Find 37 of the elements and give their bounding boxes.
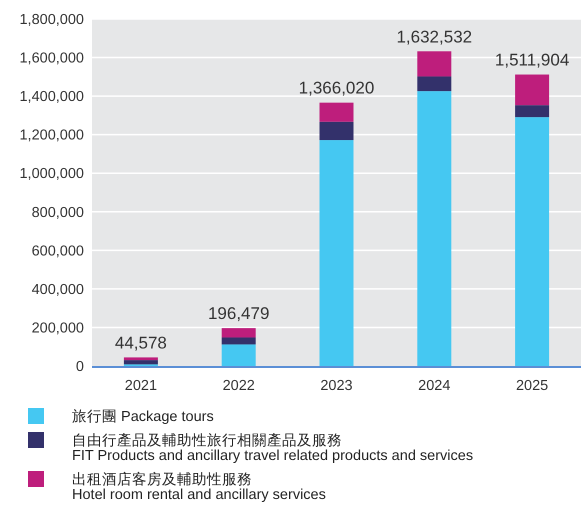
bar [222, 344, 256, 366]
y-tick-label: 200,000 [32, 320, 84, 336]
bar [515, 105, 550, 118]
bar [417, 51, 452, 76]
bar [222, 328, 256, 338]
legend-label: 自由行產品及輔助性旅行相關產品及服務 FIT Products and ancillary travel related products and services [72, 432, 474, 464]
bar [417, 76, 452, 92]
y-tick-label: 0 [76, 359, 84, 375]
y-tick-label: 400,000 [32, 282, 84, 298]
y-tick-label: 600,000 [32, 243, 84, 260]
bar [320, 122, 354, 140]
y-tick-label: 1,800,000 [19, 12, 84, 28]
y-tick-label: 1,400,000 [19, 89, 84, 106]
x-tick-label: 2024 [418, 378, 450, 394]
total-label: 1,366,020 [298, 78, 374, 98]
x-tick-label: 2025 [516, 378, 548, 394]
bar [515, 74, 550, 106]
y-tick-label: 1,600,000 [19, 50, 84, 67]
bar [222, 337, 256, 344]
bar [124, 357, 158, 360]
x-tick-label: 2021 [124, 378, 158, 394]
legend-label: 旅行團 Package tours [72, 408, 214, 425]
y-tick-label: 800,000 [32, 204, 84, 221]
total-label: 196,479 [208, 304, 270, 324]
total-label: 1,511,904 [494, 50, 570, 70]
legend-label: 出租酒店客房及輔助性服務 Hotel room rental and ancillary services [72, 471, 326, 503]
y-tick-label: 1,200,000 [19, 128, 84, 144]
bar [124, 360, 158, 364]
bar [515, 117, 550, 366]
bar [417, 91, 452, 366]
bar [320, 102, 354, 122]
total-label: 1,632,532 [396, 27, 472, 46]
x-tick-label: 2022 [222, 378, 255, 394]
total-label: 44,578 [114, 333, 167, 352]
bar [320, 140, 354, 366]
x-tick-label: 2023 [320, 378, 353, 394]
y-tick-label: 1,000,000 [19, 166, 84, 182]
